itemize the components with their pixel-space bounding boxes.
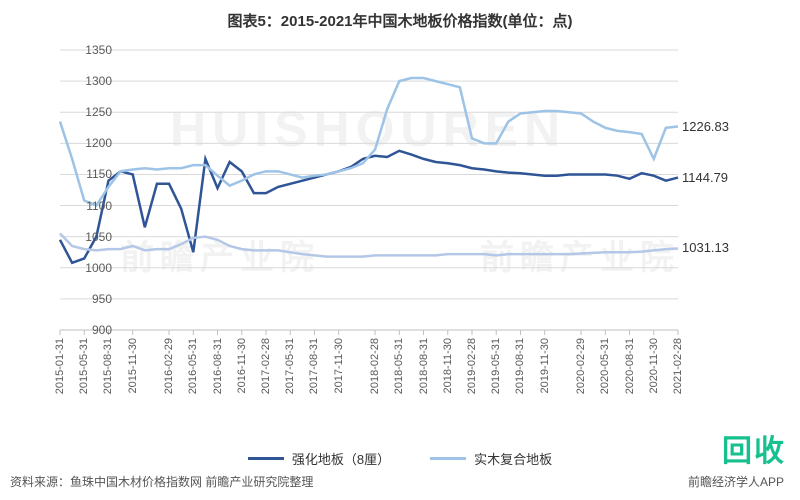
x-tick-label: 2018-08-31 <box>418 338 430 394</box>
y-tick-label: 1350 <box>85 43 112 57</box>
x-tick-label: 2019-08-31 <box>514 338 526 394</box>
x-tick-label: 2017-08-31 <box>308 338 320 394</box>
legend: 强化地板（8厘） 实木复合地板 <box>0 449 800 468</box>
legend-item-1: 强化地板（8厘） <box>248 449 390 468</box>
series-line-0 <box>60 151 678 263</box>
y-tick-label: 1250 <box>85 105 112 119</box>
x-tick-label: 2020-11-30 <box>648 338 660 393</box>
x-tick-label: 2020-02-29 <box>575 338 587 394</box>
y-tick-label: 1150 <box>86 167 112 181</box>
legend-item-2: 实木复合地板 <box>430 449 552 468</box>
series-line-1 <box>60 78 678 206</box>
x-tick-label: 2018-05-31 <box>393 338 405 394</box>
x-tick-label: 2017-02-28 <box>260 338 272 394</box>
legend-label-2: 实木复合地板 <box>474 449 552 468</box>
y-tick-label: 1100 <box>86 199 112 213</box>
source-text: 资料来源：鱼珠中国木材价格指数网 前瞻产业研究院整理 <box>10 473 313 490</box>
chart-title: 图表5：2015-2021年中国木地板价格指数(单位：点) <box>0 0 800 31</box>
end-label-1: 1226.83 <box>682 119 729 134</box>
x-tick-label: 2019-02-28 <box>466 338 478 394</box>
end-label-0: 1144.79 <box>682 170 728 185</box>
x-tick-label: 2019-11-30 <box>539 338 551 393</box>
x-tick-label: 2016-05-31 <box>187 338 199 394</box>
x-tick-label: 2015-01-31 <box>54 338 66 394</box>
x-tick-label: 2018-02-28 <box>369 338 381 394</box>
x-tick-label: 2020-08-31 <box>624 338 636 394</box>
legend-label-1: 强化地板（8厘） <box>292 449 390 468</box>
x-tick-label: 2016-02-29 <box>163 338 175 394</box>
y-tick-label: 1300 <box>85 74 112 88</box>
x-tick-label: 2016-11-30 <box>236 338 248 393</box>
end-label-2: 1031.13 <box>682 240 729 255</box>
x-tick-label: 2018-11-30 <box>442 338 454 393</box>
legend-swatch-1 <box>248 457 284 460</box>
y-tick-label: 1000 <box>85 261 112 275</box>
x-tick-label: 2017-05-31 <box>284 338 296 394</box>
x-tick-label: 2017-11-30 <box>333 338 345 393</box>
x-tick-label: 2015-08-31 <box>102 338 114 394</box>
x-tick-label: 2019-05-31 <box>490 338 502 394</box>
y-tick-label: 900 <box>92 323 112 337</box>
y-tick-label: 950 <box>92 292 112 306</box>
footer-right-text: 前瞻经济学人APP <box>688 473 784 490</box>
x-tick-label: 2016-08-31 <box>212 338 224 394</box>
legend-swatch-2 <box>430 457 466 460</box>
figure-container: 图表5：2015-2021年中国木地板价格指数(单位：点) HUISHOUREN… <box>0 0 800 500</box>
x-tick-label: 2015-11-30 <box>127 338 139 393</box>
x-tick-label: 2015-05-31 <box>78 338 90 394</box>
y-tick-label: 1050 <box>85 230 112 244</box>
x-tick-label: 2020-05-31 <box>599 338 611 394</box>
x-tick-label: 2021-02-28 <box>672 338 684 394</box>
y-tick-label: 1200 <box>85 136 112 150</box>
